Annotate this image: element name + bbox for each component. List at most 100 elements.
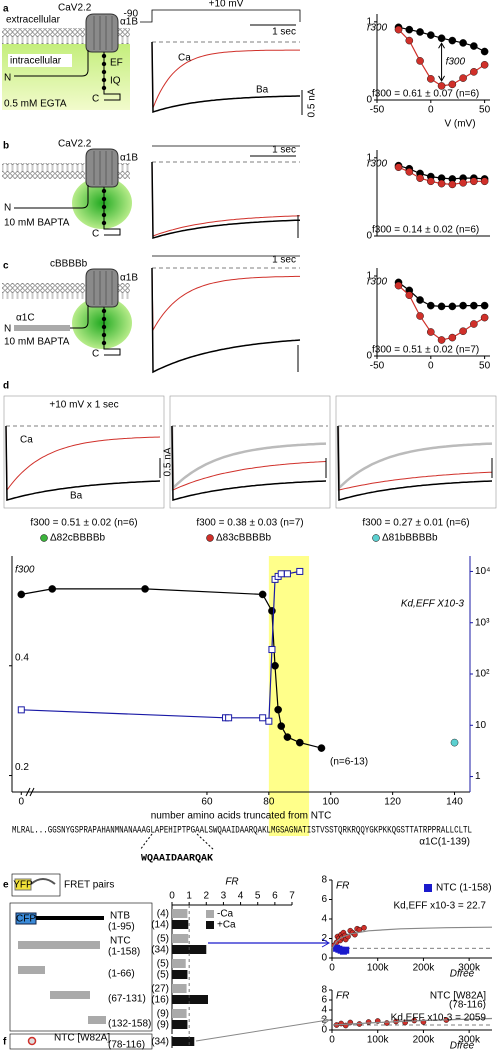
y-axis-label: r300 — [367, 277, 387, 288]
tail-residue — [101, 308, 107, 314]
data-point — [342, 946, 350, 954]
data-point — [480, 301, 489, 310]
fret-label: FRET pairs — [64, 880, 114, 891]
data-point — [258, 590, 267, 599]
sequence-label: α1C(1-139) — [419, 837, 470, 848]
x-tick-label: 6 — [272, 891, 278, 902]
data-point — [277, 570, 285, 578]
n-label: (16) — [151, 995, 169, 1006]
channel-name: CaV2.2 — [58, 139, 92, 150]
arrow-head — [321, 938, 331, 948]
bar — [172, 934, 189, 943]
construct-range: (1-66) — [108, 969, 135, 980]
x-axis-label: FR — [225, 877, 238, 888]
data-point — [459, 74, 467, 82]
trace-label: Ba — [70, 491, 83, 502]
data-point — [437, 82, 446, 90]
tail-residue — [101, 196, 107, 202]
x-tick-label: 140 — [446, 797, 463, 808]
construct-range: (1-158) — [108, 947, 140, 958]
fluorophore-label: YFP — [13, 880, 33, 891]
y2-tick-label: 10⁴ — [475, 566, 490, 577]
data-point — [416, 174, 424, 182]
y-axis-label: f300 — [15, 565, 35, 576]
data-point — [450, 738, 459, 747]
n-label: (4) — [157, 909, 169, 920]
region-label: intracellular — [10, 56, 62, 67]
linker — [30, 878, 56, 885]
n-label: (27) — [151, 984, 169, 995]
terminus-label: C — [92, 349, 99, 360]
data-point — [459, 179, 467, 187]
current-trace — [170, 425, 327, 491]
x-tick-label: 200k — [413, 1035, 436, 1046]
tail-residue — [101, 324, 107, 330]
x-tick-label: 50 — [479, 105, 491, 116]
data-point — [394, 281, 403, 290]
y2-tick-label: 10 — [475, 720, 487, 731]
data-point — [384, 1020, 390, 1026]
n-label: (5) — [157, 970, 169, 981]
y-tick-label: 4 — [321, 1005, 327, 1016]
data-point — [361, 924, 367, 931]
label-bg — [8, 54, 72, 67]
plot-title: (78-116) — [449, 1000, 486, 1011]
current-trace — [151, 267, 301, 374]
data-point — [405, 25, 414, 34]
y-tick-label: 0.4 — [15, 652, 29, 663]
buffer-region — [72, 177, 132, 229]
legend-label: -Ca — [217, 909, 234, 920]
time-label: 1 sec — [272, 27, 296, 38]
current-trace — [151, 267, 300, 332]
n-label: (9) — [157, 1009, 169, 1020]
bar — [172, 1009, 187, 1018]
region-label: extracellular — [6, 15, 61, 26]
data-point — [427, 328, 435, 336]
construct-range: (132-158) — [108, 1019, 151, 1030]
x-tick-label: 300k — [458, 963, 481, 974]
legend-label: +Ca — [217, 920, 236, 931]
subunit: α1B — [120, 17, 138, 28]
data-point — [259, 714, 267, 722]
y-axis-label: r300 — [367, 159, 387, 170]
data-point — [437, 336, 446, 344]
data-point — [459, 327, 467, 336]
step-label: +10 mV — [209, 0, 244, 10]
tail-residue — [101, 77, 107, 83]
construct-name: NTB — [110, 911, 130, 922]
data-point — [274, 705, 282, 714]
data-point — [283, 570, 291, 578]
current-trace — [337, 425, 493, 501]
tail-residue — [101, 220, 107, 226]
data-point — [416, 312, 424, 320]
n-terminus — [14, 185, 89, 209]
data-point — [405, 168, 414, 176]
x-tick-label: 0 — [428, 105, 434, 116]
data-point — [459, 301, 467, 310]
bar — [172, 909, 188, 918]
data-point — [405, 36, 414, 45]
x-tick-label: 80 — [263, 797, 275, 808]
x-tick-label: 3 — [221, 891, 227, 902]
y2-tick-label: 10³ — [475, 617, 490, 628]
channel-name: cBBBBb — [50, 259, 88, 270]
buffer-label: 10 mM BAPTA — [4, 218, 70, 229]
y-tick-label: 4 — [321, 914, 327, 925]
tail-residue — [101, 332, 107, 338]
n-label: (34) — [151, 945, 169, 956]
data-point — [480, 47, 489, 56]
f300-stat: f300 = 0.27 ± 0.01 (n=6) — [362, 518, 469, 529]
data-point — [427, 301, 435, 310]
tail-residue — [101, 212, 107, 218]
construct-range: (1-95) — [108, 922, 135, 933]
trace-box — [335, 395, 497, 509]
data-point — [394, 25, 403, 34]
pair-box — [9, 1033, 153, 1050]
highlight — [268, 556, 310, 836]
y-axis-label: FR — [336, 991, 349, 1002]
y-tick-label: 0.2 — [15, 762, 29, 773]
legend-marker — [206, 921, 214, 929]
tail-residue — [101, 61, 107, 67]
x-tick-label: 7 — [289, 891, 295, 902]
